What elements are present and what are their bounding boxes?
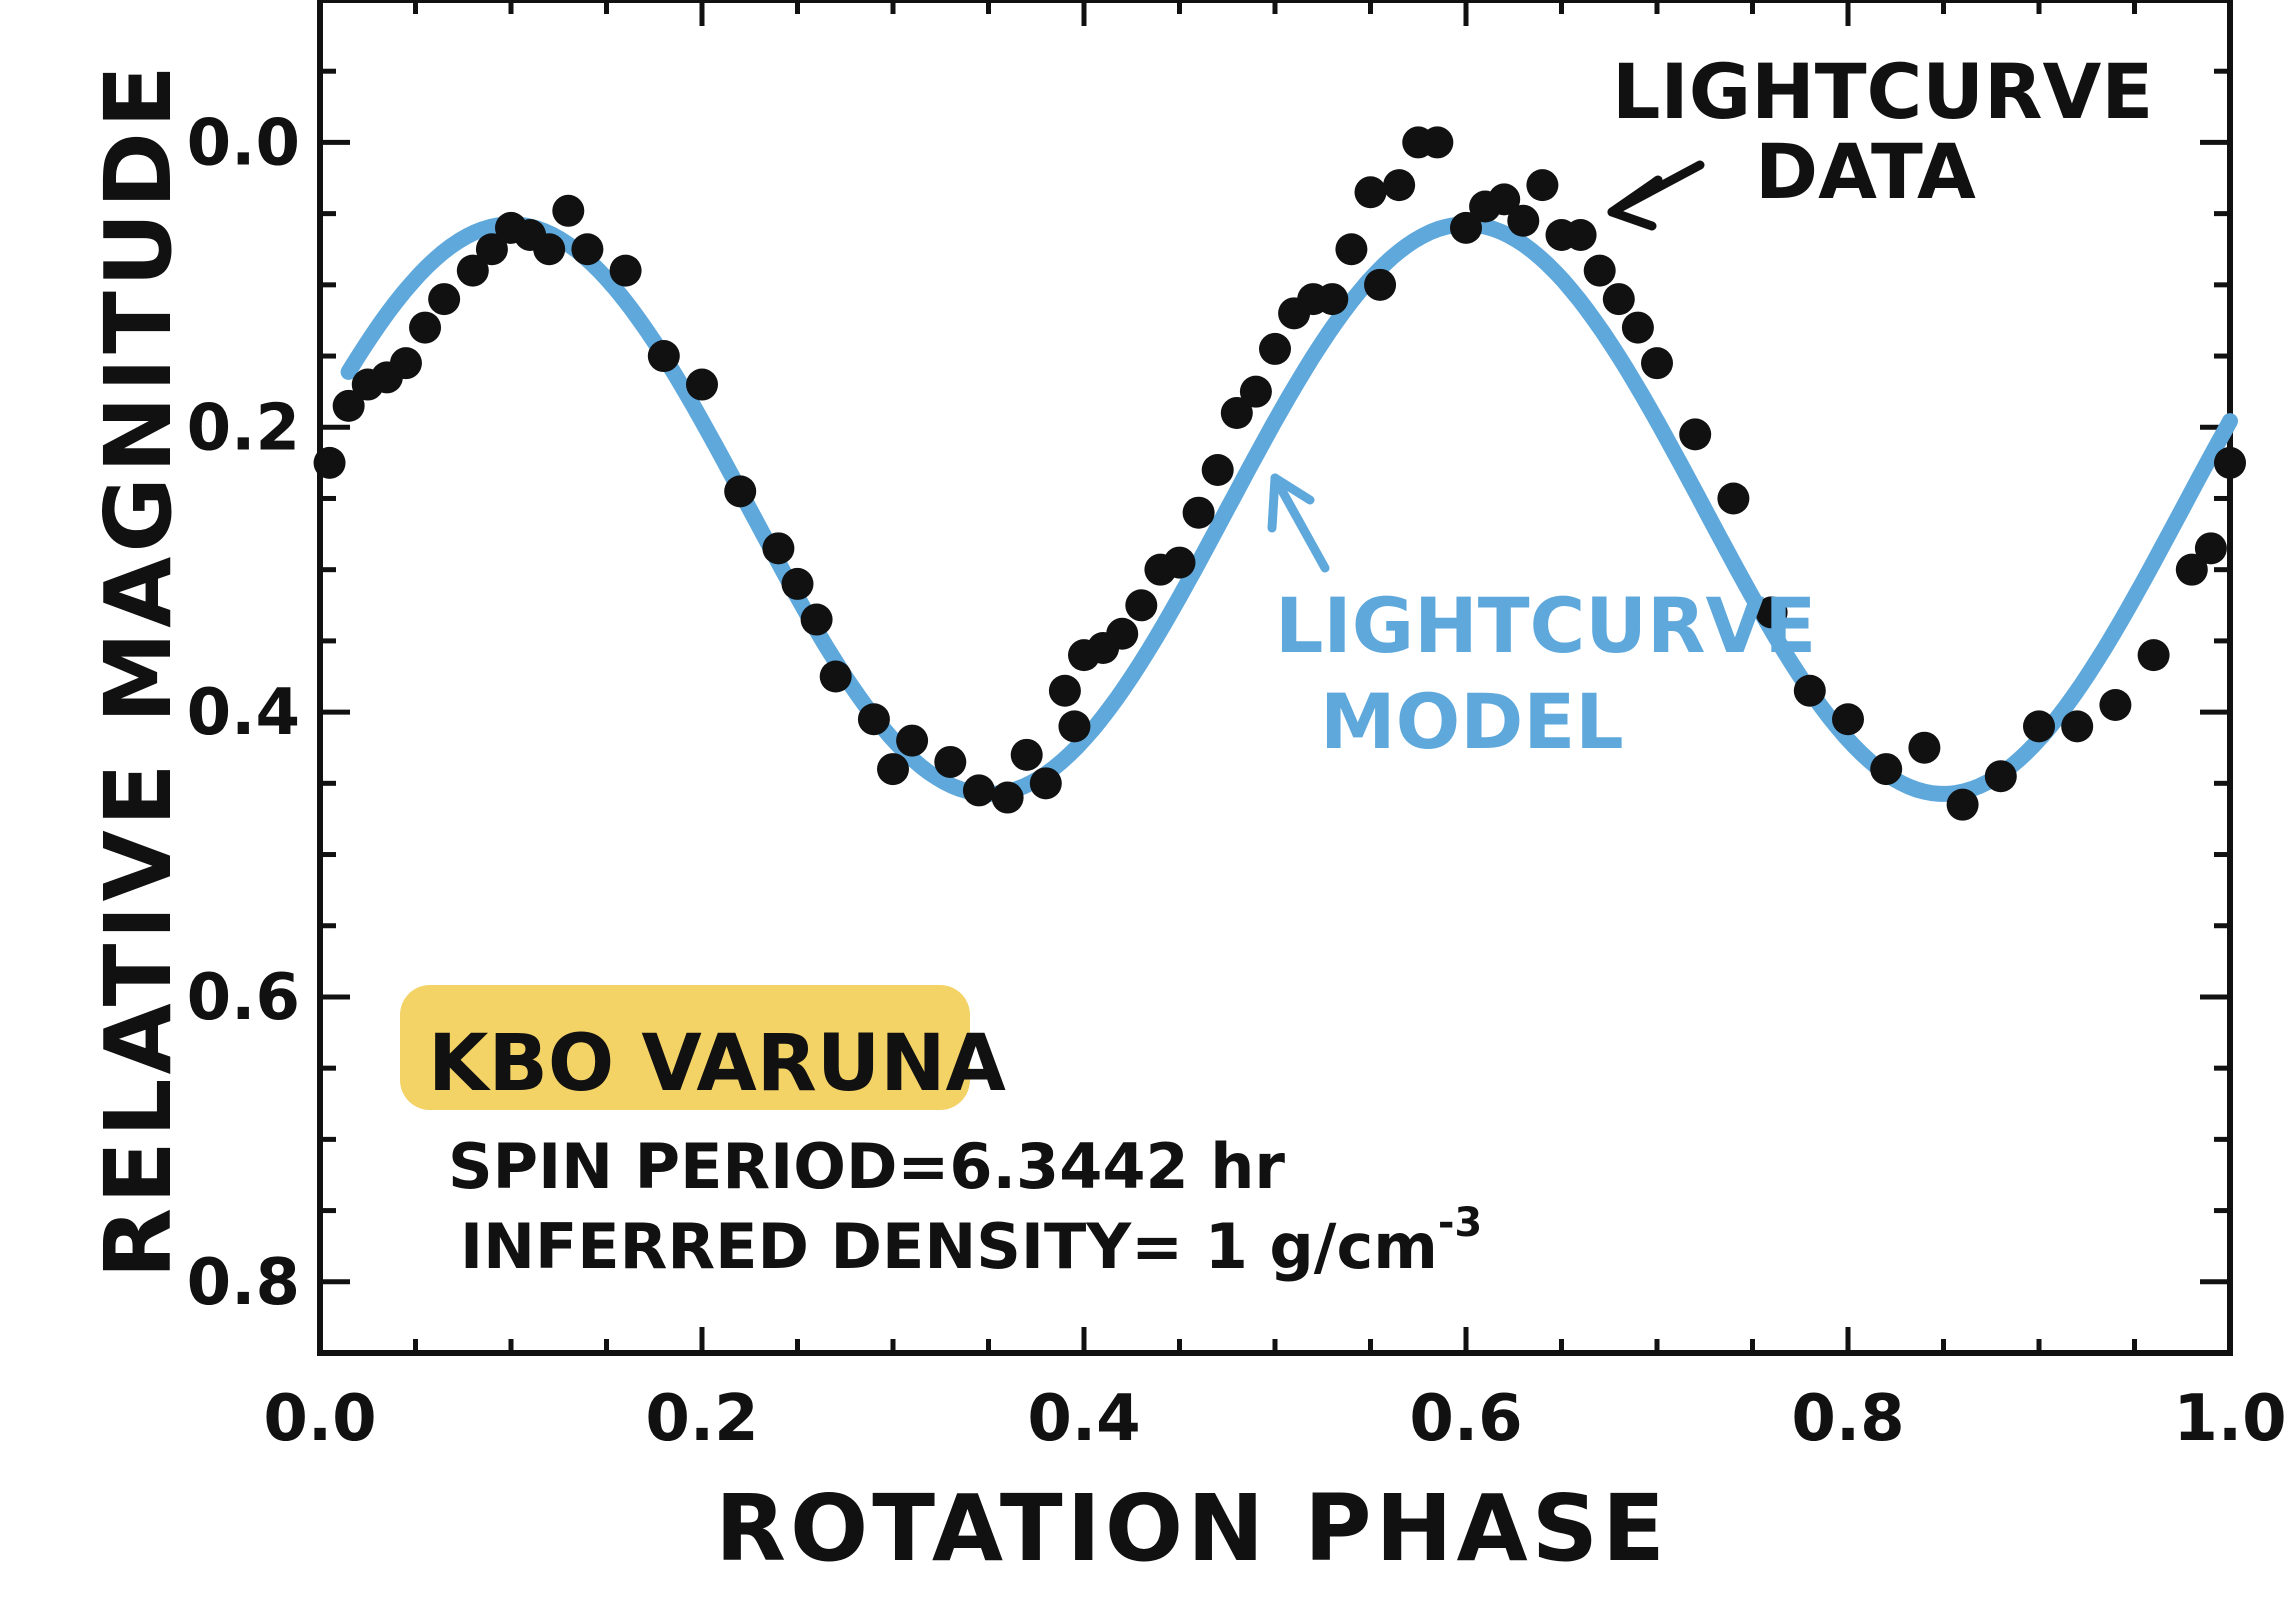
data-point <box>2061 710 2094 743</box>
data-point <box>1832 703 1864 736</box>
data-annotation-arrow <box>1607 160 1705 231</box>
tick-labels: 0.0 0.2 0.4 0.6 0.8 1.0 0.0 0.2 0.4 0.6 0.8 <box>187 106 2287 1456</box>
data-point <box>428 283 461 316</box>
x-tick-label: 0.0 <box>263 1382 376 1456</box>
data-point <box>1201 453 1234 486</box>
data-point <box>533 233 566 266</box>
data-point <box>1564 218 1597 251</box>
y-tick-label: 0.8 <box>187 1246 300 1320</box>
x-tick-label: 1.0 <box>2173 1382 2286 1456</box>
density-superscript: -3 <box>1438 1200 1482 1246</box>
data-point <box>389 347 422 380</box>
data-point <box>475 233 508 266</box>
y-tick-label: 0.2 <box>187 391 300 465</box>
data-point <box>1239 375 1272 408</box>
data-point <box>1679 418 1712 451</box>
data-point <box>819 660 852 693</box>
data-point <box>571 233 604 266</box>
data-point <box>1163 546 1196 579</box>
data-point <box>2194 532 2227 565</box>
data-point <box>1364 268 1397 301</box>
data-point <box>1526 169 1559 202</box>
data-point <box>1421 126 1454 159</box>
data-point <box>1602 283 1635 316</box>
y-tick-label: 0.0 <box>187 106 300 180</box>
data-point <box>934 745 967 778</box>
title-highlight <box>400 985 970 1110</box>
y-tick-label: 0.4 <box>187 676 300 750</box>
data-point <box>313 446 346 479</box>
y-axis-label: RELATIVE MAGNITUDE <box>85 61 192 1279</box>
density-text: INFERRED DENSITY= 1 g/cm-3 <box>460 1200 1482 1283</box>
data-point <box>1125 589 1158 622</box>
data-point <box>1870 753 1903 786</box>
data-annotation-line2: DATA <box>1755 127 1976 216</box>
data-annotation-line1: LIGHTCURVE <box>1612 47 2153 136</box>
data-point <box>1010 738 1043 771</box>
data-point <box>800 603 833 636</box>
data-point <box>686 368 718 401</box>
density-prefix: INFERRED DENSITY= 1 g/cm <box>460 1210 1438 1283</box>
data-point <box>1488 183 1521 216</box>
data-point <box>552 194 585 227</box>
data-point <box>781 567 814 600</box>
data-point <box>896 724 929 757</box>
data-point <box>332 389 365 422</box>
data-point <box>1029 767 1062 800</box>
data-point <box>1220 397 1253 430</box>
data-point <box>1641 347 1673 380</box>
data-point <box>724 475 757 508</box>
data-point <box>1621 311 1654 344</box>
data-point <box>1048 674 1081 707</box>
data-point <box>1717 482 1750 515</box>
x-tick-label: 0.6 <box>1409 1382 1522 1456</box>
data-point <box>456 254 489 287</box>
data-point <box>762 532 795 565</box>
x-tick-label: 0.2 <box>645 1382 758 1456</box>
data-point <box>1316 283 1349 316</box>
data-point <box>1908 731 1941 764</box>
data-point <box>1507 204 1540 237</box>
spin-period-text: SPIN PERIOD=6.3442 hr <box>448 1130 1285 1203</box>
x-tick-label: 0.8 <box>1791 1382 1904 1456</box>
x-axis-label: ROTATION PHASE <box>715 1475 1669 1582</box>
data-point <box>1755 596 1788 629</box>
data-point <box>1793 674 1826 707</box>
data-point <box>962 774 995 807</box>
data-point <box>1583 254 1616 287</box>
data-point <box>1984 760 2017 793</box>
data-point <box>2214 446 2246 479</box>
y-tick-label: 0.6 <box>187 961 300 1035</box>
data-point <box>877 753 909 786</box>
data-point <box>1383 169 1416 202</box>
info-title: KBO VARUNA <box>428 1019 1006 1109</box>
model-annotation-arrow <box>1267 473 1330 573</box>
data-point <box>2175 553 2208 586</box>
data-point <box>1450 211 1482 244</box>
axis-ticks <box>317 0 2233 1353</box>
data-point <box>1058 710 1091 743</box>
x-tick-label: 0.4 <box>1027 1382 1140 1456</box>
data-point <box>2023 710 2055 743</box>
data-point <box>2099 688 2132 721</box>
model-annotation-line2: MODEL <box>1320 677 1624 766</box>
data-point <box>1354 176 1387 209</box>
data-point <box>1182 496 1215 529</box>
data-point <box>409 311 442 344</box>
data-point <box>647 340 680 373</box>
data-point <box>1106 617 1139 650</box>
data-point <box>857 703 890 736</box>
data-point <box>1946 788 1979 821</box>
model-annotation-line1: LIGHTCURVE <box>1275 581 1816 670</box>
data-points-group <box>313 126 2246 821</box>
data-point <box>2137 639 2170 672</box>
data-point <box>1259 332 1291 365</box>
data-point <box>991 781 1024 814</box>
data-point <box>609 254 642 287</box>
data-point <box>1335 233 1368 266</box>
